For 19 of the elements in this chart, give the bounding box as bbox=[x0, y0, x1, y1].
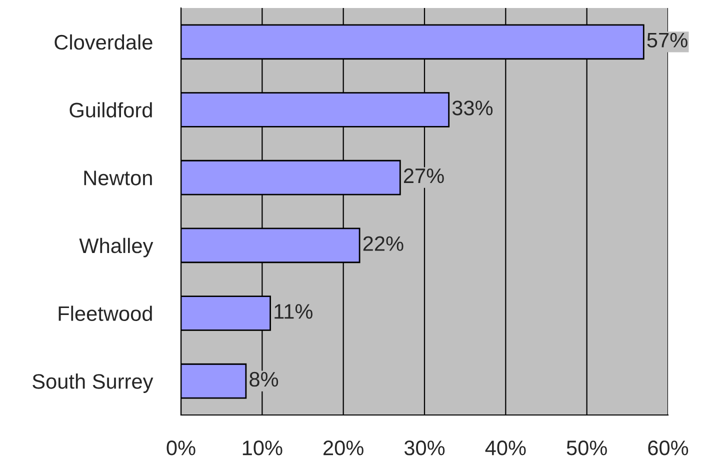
y-tick-label: South Surrey bbox=[32, 374, 154, 393]
data-label: 57% bbox=[647, 32, 688, 48]
y-tick-label: Whalley bbox=[79, 238, 154, 258]
x-tick-label: 40% bbox=[485, 440, 526, 456]
x-tick-label: 30% bbox=[404, 440, 445, 456]
x-tick-label: 0% bbox=[166, 440, 196, 456]
data-label: 22% bbox=[363, 236, 404, 251]
x-tick-label: 20% bbox=[324, 440, 364, 456]
x-tick-label: 10% bbox=[242, 440, 282, 456]
x-tick-label: 50% bbox=[566, 440, 607, 456]
data-label: 11% bbox=[274, 304, 312, 319]
data-label: 27% bbox=[404, 168, 444, 184]
y-tick-label: Fleetwood bbox=[58, 306, 152, 322]
data-label: 33% bbox=[452, 100, 493, 116]
y-tick-label: Newton bbox=[84, 170, 152, 186]
x-tick-label: 60% bbox=[648, 440, 688, 456]
data-label: 8% bbox=[250, 372, 278, 387]
y-tick-label: Cloverdale bbox=[54, 34, 152, 50]
y-tick-label: Guildford bbox=[70, 102, 152, 118]
